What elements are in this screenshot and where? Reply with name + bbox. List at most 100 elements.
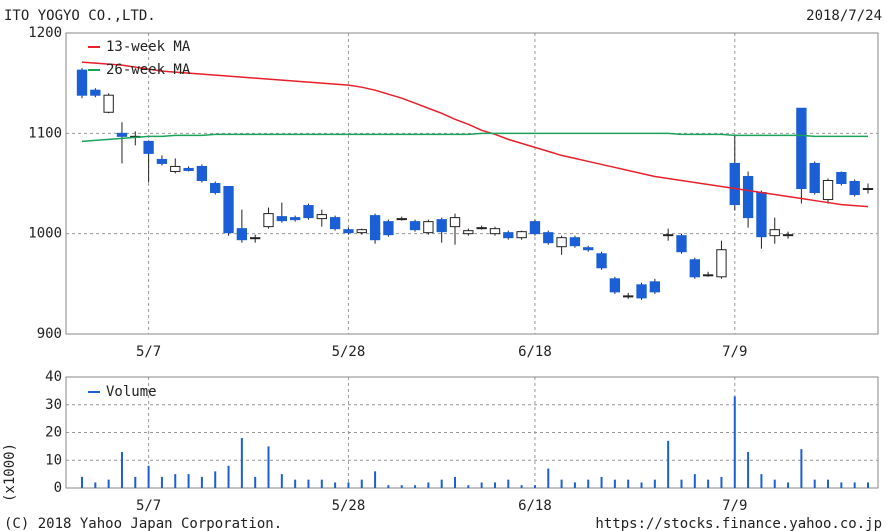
volume-bar: [134, 476, 137, 488]
legend-label: 13-week MA: [106, 39, 191, 55]
candle-body: [636, 284, 647, 299]
volume-bar: [414, 485, 417, 488]
volume-bar: [187, 474, 190, 488]
candle-body: [383, 221, 394, 236]
volume-bar: [107, 479, 110, 488]
volume-bar: [733, 396, 736, 488]
volume-bar: [813, 479, 816, 488]
candle-body: [116, 132, 128, 137]
candle-body: [196, 165, 208, 181]
volume-bar: [360, 479, 363, 488]
candle-body: [796, 107, 807, 190]
candle-body: [556, 237, 567, 248]
volume-bar: [840, 482, 843, 488]
candle-body: [663, 234, 674, 237]
volume-bar: [867, 482, 869, 488]
volume-bar: [747, 451, 750, 488]
volume-bar: [507, 479, 510, 488]
candle-body: [103, 94, 114, 113]
candle-body: [742, 175, 754, 219]
volume-bar: [533, 485, 536, 488]
volume-bar: [440, 479, 443, 488]
volume-bar: [400, 485, 403, 488]
candle-body: [449, 217, 461, 228]
volume-bar: [707, 479, 710, 488]
volume-bar: [254, 476, 257, 488]
candle-body: [316, 214, 327, 220]
y-tick-label: 40: [45, 369, 62, 385]
volume-bar: [227, 465, 230, 488]
volume-bar: [374, 471, 377, 488]
candle-body: [143, 140, 154, 154]
candle-body: [476, 227, 487, 230]
x-tick-label: 7/9: [722, 344, 747, 360]
volume-bar: [760, 474, 763, 488]
candle-body: [809, 162, 820, 194]
candle-body: [356, 229, 367, 234]
x-tick-label: 5/7: [136, 498, 161, 514]
y-tick-label: 1100: [28, 125, 62, 141]
volume-bar: [160, 476, 163, 488]
candle-body: [583, 247, 594, 251]
candle-body: [689, 259, 700, 278]
volume-bar: [680, 479, 683, 488]
candle-body: [369, 215, 381, 241]
legend-label: Volume: [106, 384, 157, 400]
candle-body: [596, 253, 607, 269]
x-tick-label: 5/28: [332, 344, 366, 360]
x-tick-label: 7/9: [722, 498, 747, 514]
volume-bar: [454, 476, 457, 488]
y-tick-label: 900: [37, 326, 62, 342]
volume-bar: [667, 440, 670, 488]
candle-body: [276, 216, 287, 222]
volume-bar: [613, 479, 616, 488]
y-tick-label: 1200: [28, 25, 62, 41]
candle-body: [183, 167, 194, 171]
volume-bar: [480, 482, 483, 488]
volume-bar: [334, 482, 337, 488]
volume-bar: [600, 476, 603, 488]
candle-body: [623, 295, 634, 298]
candle-body: [76, 69, 88, 96]
volume-bar: [693, 474, 696, 488]
volume-bar: [573, 482, 576, 488]
candle-body: [423, 221, 434, 234]
volume-bar: [320, 479, 323, 488]
candle-body: [489, 228, 501, 235]
candle-body: [210, 183, 221, 194]
stock-title: ITO YOGYO CO.,LTD.: [4, 8, 156, 24]
candle-body: [676, 235, 687, 253]
candle-body: [836, 171, 847, 184]
date: 2018/7/24: [806, 8, 882, 24]
candle-body: [729, 162, 740, 206]
volume-bar: [240, 438, 243, 488]
candle-body: [409, 221, 421, 231]
volume-bar: [200, 476, 203, 488]
x-tick-label: 6/18: [518, 498, 552, 514]
candle-body: [90, 89, 101, 96]
volume-bar: [387, 485, 390, 488]
y-tick-label: 0: [54, 480, 62, 496]
ma-line: [81, 132, 868, 143]
candle-body: [463, 230, 474, 235]
volume-bar: [787, 482, 790, 488]
candle-body: [236, 228, 248, 241]
candle-body: [822, 179, 834, 201]
volume-bar: [560, 479, 563, 488]
y-tick-label: 10: [45, 452, 62, 468]
candle-body: [436, 219, 447, 233]
y-tick-label: 20: [45, 425, 62, 441]
ma-line: [81, 61, 869, 208]
volume-bar: [81, 476, 83, 488]
candle-body: [756, 192, 767, 238]
volume-bar: [94, 482, 97, 488]
volume-bar: [307, 479, 310, 488]
source-url: https://stocks.finance.yahoo.co.jp: [595, 516, 882, 531]
volume-bar: [773, 479, 776, 488]
candle-body: [849, 180, 860, 196]
candle-body: [649, 281, 661, 293]
volume-bar: [587, 479, 590, 488]
candle-body: [396, 218, 407, 221]
